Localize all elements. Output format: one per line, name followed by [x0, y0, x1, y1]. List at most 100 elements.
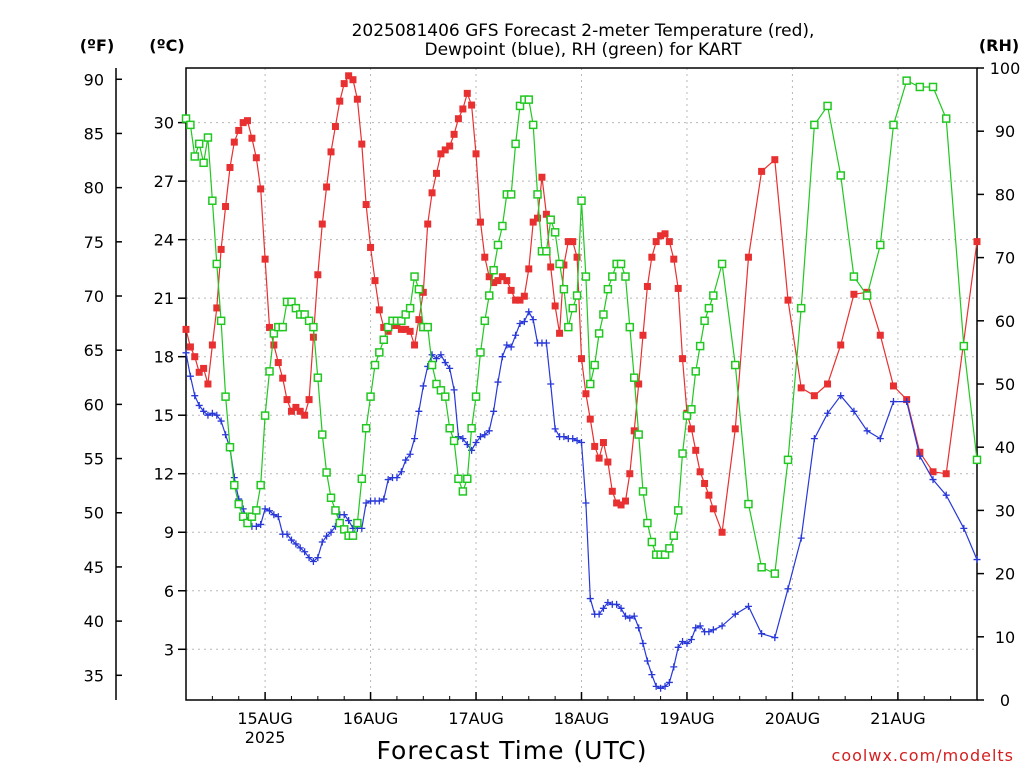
dewpoint-point [287, 536, 295, 544]
dewpoint-point [696, 622, 704, 630]
temperature-point [283, 396, 291, 404]
dewpoint-point [810, 435, 818, 443]
chart-subtitle: Dewpoint (blue), RH (green) for KART [424, 40, 742, 60]
rh-point [476, 348, 485, 357]
rh-point [673, 506, 683, 515]
temperature-point [314, 271, 322, 279]
dewpoint-point [692, 624, 700, 632]
rh-point [379, 335, 388, 345]
temperature-point [758, 167, 766, 175]
fahrenheit-tick-label: 90 [84, 70, 104, 89]
temperature-point [639, 331, 647, 339]
rh-point [665, 544, 674, 553]
dewpoint-point [797, 534, 805, 542]
temperature-point [345, 72, 353, 80]
rh-point [225, 442, 235, 452]
dewpoint-point [582, 499, 590, 507]
dewpoint-point [384, 476, 392, 484]
temperature-point [516, 296, 524, 304]
dewpoint-point [380, 495, 388, 503]
temperature-point [942, 470, 950, 478]
rh-point [230, 480, 239, 490]
rh-point [709, 291, 718, 300]
dewpoint-point [318, 538, 326, 546]
temperature-point [371, 277, 379, 285]
rh-point [440, 392, 450, 401]
dewpoint-point [604, 598, 612, 606]
rh-point [471, 392, 481, 401]
celsius-tick-label: 30 [154, 114, 174, 133]
rh-point [559, 284, 569, 294]
rh-point [216, 316, 226, 326]
temperature-point [635, 380, 643, 388]
dewpoint-point [758, 630, 766, 638]
temperature-point [564, 238, 572, 246]
rh-point [410, 272, 419, 281]
temperature-point [397, 325, 405, 333]
rh-point [603, 284, 613, 294]
temperature-point [679, 355, 687, 363]
rh-point [511, 139, 520, 149]
rh-point [484, 291, 494, 300]
rh-point [190, 152, 200, 161]
dewpoint-point [771, 634, 779, 642]
fahrenheit-tick-label: 85 [84, 124, 104, 143]
rh-point [528, 120, 538, 130]
rh-point [186, 120, 195, 130]
dewpoint-point [485, 427, 493, 435]
fahrenheit-tick-label: 35 [84, 666, 104, 685]
dewpoint-point [441, 359, 449, 367]
temperature-point [472, 150, 480, 158]
dewpoint-point [222, 431, 230, 439]
dewpoint-point [327, 528, 335, 536]
dewpoint-point [406, 450, 414, 458]
rh-point [862, 291, 872, 300]
temperature-point [186, 343, 194, 351]
dewpoint-point [784, 585, 792, 593]
rh-point [199, 158, 208, 168]
time-tick-sublabel: 2025 [245, 728, 286, 747]
temperature-point [195, 368, 203, 376]
dewpoint-point [520, 318, 528, 326]
fahrenheit-tick-label: 75 [84, 233, 104, 252]
celsius-tick-label: 12 [154, 465, 174, 484]
temperature-point [608, 487, 616, 495]
rh-point [449, 436, 459, 446]
temperature-point [621, 497, 629, 505]
celsius-unit-label: (ºC) [149, 36, 184, 55]
temperature-point [556, 329, 564, 337]
dewpoint-point [463, 440, 471, 448]
dewpoint-point [578, 439, 585, 447]
dewpoint-point [525, 308, 533, 316]
rh-point [678, 449, 687, 458]
dewpoint-point [450, 386, 458, 394]
dewpoint-point [472, 439, 480, 447]
dewpoint-point [415, 407, 423, 415]
temperature-point [476, 218, 484, 226]
dewpoint-point [573, 437, 581, 445]
temperature-point [929, 468, 937, 476]
temperature-point [226, 163, 234, 171]
rh-point [796, 303, 806, 313]
dewpoint-point [665, 678, 673, 686]
rh-point [586, 379, 595, 389]
temperature-point [358, 140, 366, 148]
temperature-point [380, 323, 388, 331]
rh-tick-label: 20 [995, 565, 1015, 584]
rh-point [629, 373, 639, 382]
temperature-point [213, 304, 221, 312]
dewpoint-point [657, 684, 665, 692]
dewpoint-point [744, 602, 752, 610]
rh-point [533, 190, 542, 199]
dewpoint-point [595, 610, 603, 618]
temperature-point [661, 230, 669, 238]
dewpoint-point [446, 364, 454, 372]
temperature-point [468, 101, 476, 109]
rh-tick-label: 70 [995, 249, 1015, 268]
x-axis-title: Forecast Time (UTC) [377, 736, 648, 765]
dewpoint-point [586, 595, 594, 603]
rh-point [616, 259, 626, 269]
rh-point [287, 297, 296, 307]
time-tick-label: 17AUG [448, 709, 503, 728]
temperature-point [257, 185, 265, 193]
